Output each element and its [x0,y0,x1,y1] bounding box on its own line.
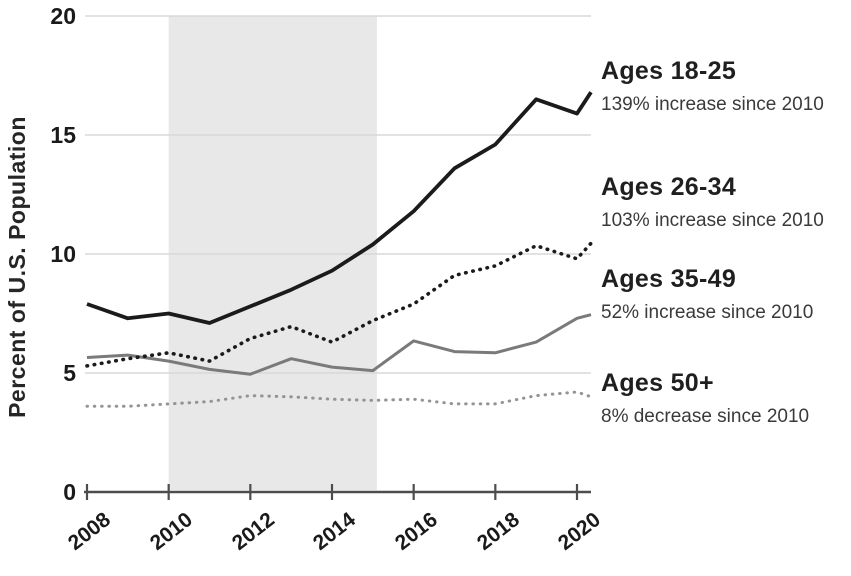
series-line-ages-18-25 [86,91,593,325]
legend-ages-35-49: Ages 35-49 52% increase since 2010 [601,264,851,324]
y-tick-label-10: 10 [50,241,76,267]
legend-ages-50-plus: Ages 50+ 8% decrease since 2010 [601,368,851,428]
y-tick-label-5: 5 [63,360,76,386]
y-tick-label-20: 20 [50,3,76,29]
legend-ages-18-25: Ages 18-25 139% increase since 2010 [601,56,851,116]
legend-annotation-35-49: 52% increase since 2010 [601,302,814,323]
legend-annotation-18-25: 139% increase since 2010 [601,94,824,115]
series-line-ages-26-34 [85,241,593,368]
legend-annotation-50-plus: 8% decrease since 2010 [601,406,810,427]
legend-heading-18-25: Ages 18-25 [601,57,737,85]
legend-annotation-26-34: 103% increase since 2010 [601,210,824,231]
legend-ages-26-34: Ages 26-34 103% increase since 2010 [601,172,851,232]
y-tick-label-15: 15 [50,122,76,148]
series-line-ages-50- [85,390,593,408]
series-line-ages-35-49 [86,313,592,376]
shaded-band-2010-2015 [168,16,377,490]
legend-heading-26-34: Ages 26-34 [601,173,737,201]
legend-heading-50-plus: Ages 50+ [601,369,714,397]
y-tick-label-0: 0 [63,479,76,505]
legend-heading-35-49: Ages 35-49 [601,265,737,293]
